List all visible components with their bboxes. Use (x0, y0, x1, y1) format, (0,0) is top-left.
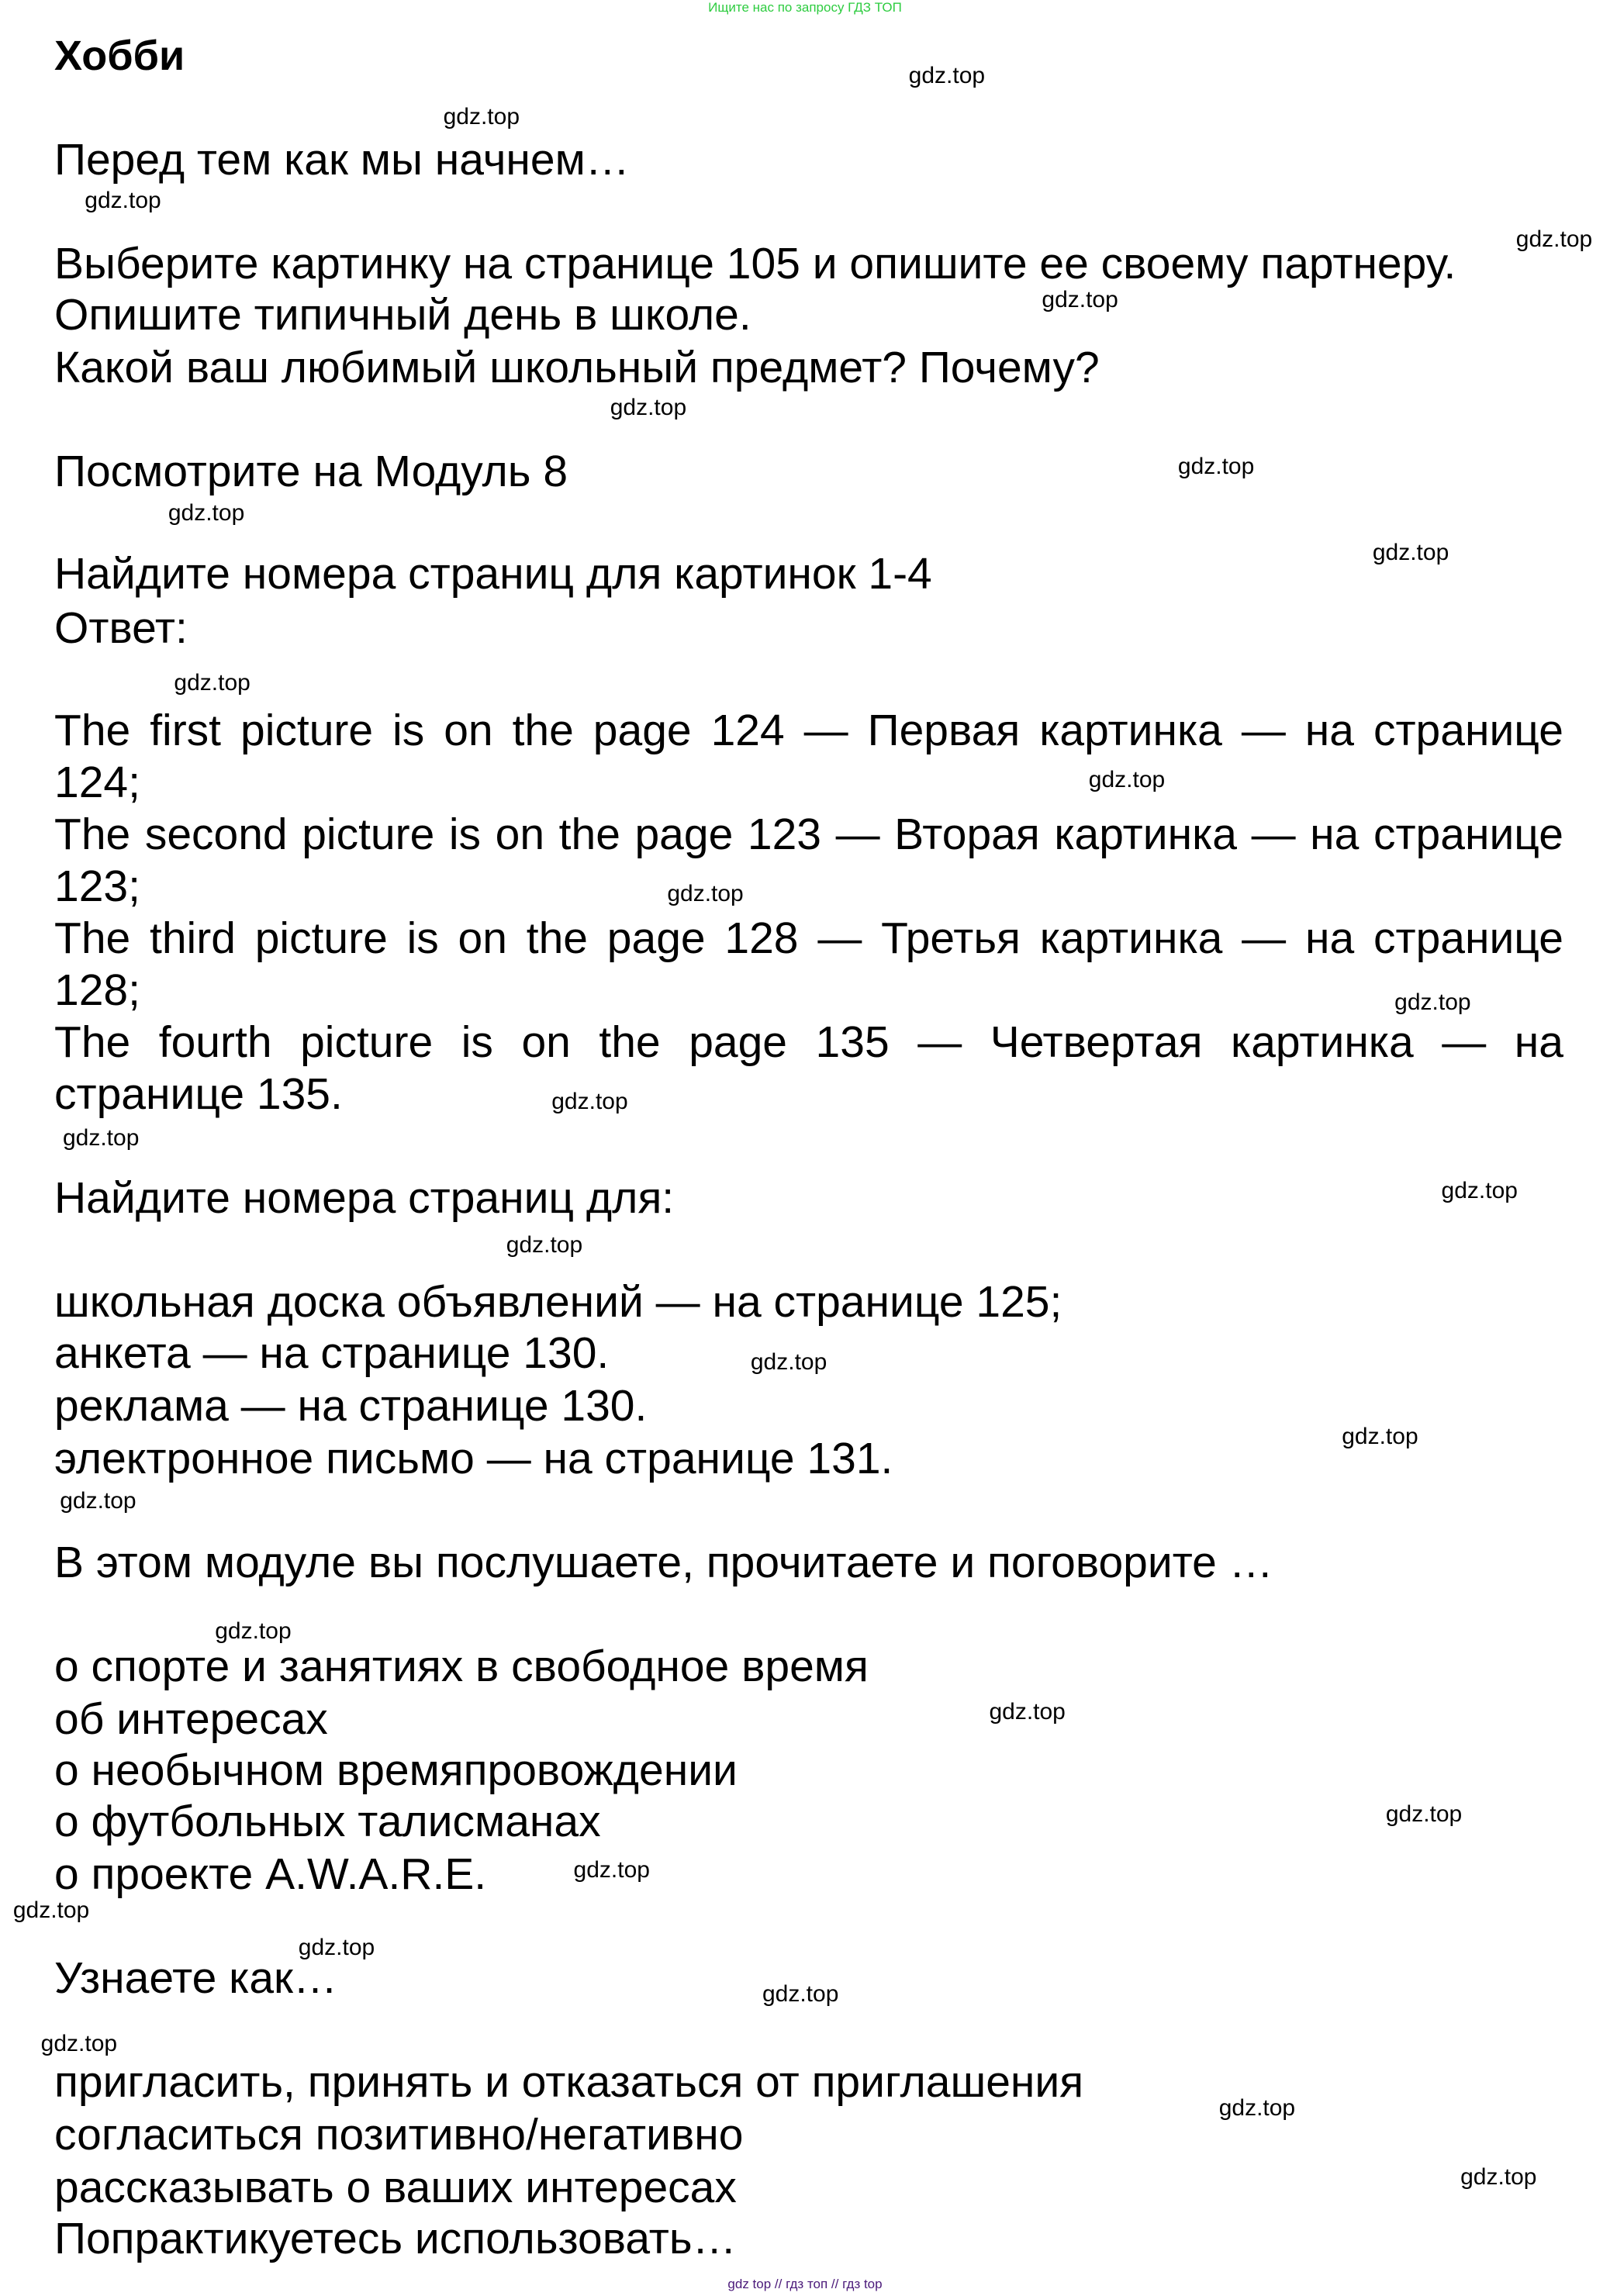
task-line: Какой ваш любимый школьный предмет? Поче… (54, 343, 1100, 392)
answer-line: The third picture is on the page 128 — Т… (54, 913, 1563, 1015)
watermark: gdz.top (1088, 766, 1166, 792)
task-line: Опишите типичный день в школе. (54, 290, 751, 340)
watermark: gdz.top (610, 395, 687, 421)
answer-line: The second picture is on the page 123 — … (54, 810, 1563, 911)
learn-line: Попрактикуетесь использовать… (54, 2214, 737, 2263)
learn-line: пригласить, принять и отказаться от приг… (54, 2057, 1084, 2107)
intro-text: Перед тем как мы начнем… (54, 135, 630, 185)
footer-links: gdz top // гдз топ // гдз top (727, 2277, 883, 2291)
watermark: gdz.top (908, 63, 986, 89)
topic-line: о необычном времяпровождении (54, 1745, 738, 1795)
learn-line: рассказывать о ваших интересах (54, 2163, 737, 2212)
watermark: gdz.top (762, 1980, 839, 2007)
watermark: gdz.top (1372, 540, 1449, 566)
topic-line: о спорте и занятиях в свободное время (54, 1642, 869, 1691)
watermark: gdz.top (1515, 226, 1593, 253)
find-pictures-text: Найдите номера страниц для картинок 1-4 (54, 549, 932, 599)
watermark: gdz.top (85, 187, 161, 213)
look-text: Посмотрите на Модуль 8 (54, 447, 568, 496)
topic-line: о футбольных талисманах (54, 1797, 601, 1846)
watermark: gdz.top (215, 1618, 292, 1644)
watermark: gdz.top (1218, 2095, 1296, 2122)
watermark: gdz.top (989, 1698, 1066, 1725)
watermark: gdz.top (1460, 2163, 1537, 2190)
find-pages-text: Найдите номера страниц для: (54, 1173, 675, 1223)
watermark: gdz.top (1441, 1178, 1518, 1204)
topic-line: о проекте A.W.A.R.E. (54, 1849, 487, 1899)
answer-line: The first picture is on the page 124 — П… (54, 706, 1563, 807)
page-title: Хобби (54, 33, 185, 79)
watermark: gdz.top (506, 1231, 583, 1258)
promo-banner: Ищите нас по запросу ГДЗ ТОП (708, 0, 902, 15)
watermark: gdz.top (62, 1125, 140, 1151)
learn-line: согласиться позитивно/негативно (54, 2110, 744, 2160)
watermark: gdz.top (1394, 989, 1471, 1015)
watermark: gdz.top (1177, 453, 1255, 479)
watermark: gdz.top (667, 880, 744, 906)
answer-label: Ответ: (54, 603, 188, 653)
page-line: анкета — на странице 130. (54, 1328, 610, 1378)
learn-intro: Узнаете как… (54, 1953, 337, 2003)
watermark: gdz.top (573, 1856, 650, 1883)
watermark: gdz.top (443, 103, 520, 129)
watermark: gdz.top (174, 670, 250, 696)
watermark: gdz.top (60, 1488, 136, 1514)
watermark: gdz.top (551, 1088, 628, 1114)
watermark: gdz.top (750, 1348, 827, 1375)
answer-line: The fourth picture is on the page 135 — … (54, 1017, 1563, 1119)
page-line: школьная доска объявлений — на странице … (54, 1277, 1062, 1327)
watermark: gdz.top (12, 1897, 90, 1924)
module-intro: В этом модуле вы послушаете, прочитаете … (54, 1538, 1273, 1587)
watermark: gdz.top (1042, 286, 1118, 312)
watermark: gdz.top (298, 1934, 375, 1960)
watermark: gdz.top (168, 500, 245, 527)
watermark: gdz.top (1385, 1801, 1463, 1827)
task-line: Выберите картинку на странице 105 и опиш… (54, 239, 1456, 288)
topic-line: об интересах (54, 1694, 328, 1744)
watermark: gdz.top (40, 2031, 118, 2057)
page-line: электронное письмо — на странице 131. (54, 1434, 893, 1483)
watermark: gdz.top (1342, 1424, 1418, 1450)
page-line: реклама — на странице 130. (54, 1381, 648, 1431)
